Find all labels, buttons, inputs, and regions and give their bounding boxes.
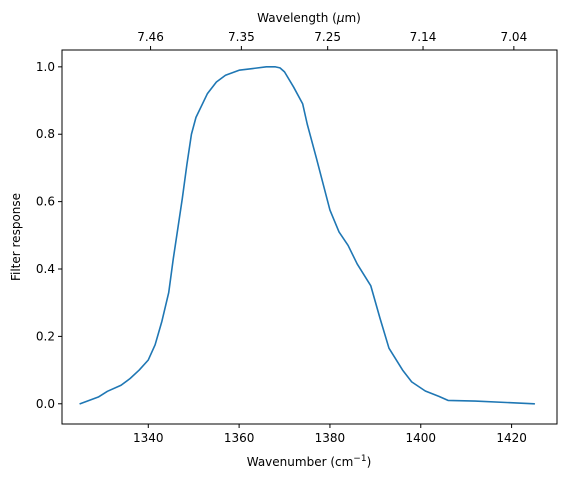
- top-tick-label: 7.46: [137, 30, 164, 44]
- x-tick-label: 1340: [133, 431, 164, 445]
- top-axis-label: Wavelength (μm): [257, 11, 361, 25]
- top-axis-label-suffix: m): [344, 11, 360, 25]
- x-axis-label-suffix: ): [367, 455, 372, 469]
- x-axis-label: Wavenumber (cm−1): [247, 454, 372, 469]
- plot-frame: [61, 49, 558, 425]
- y-tick-label: 0.2: [36, 329, 55, 343]
- top-tick-label: 7.35: [228, 30, 255, 44]
- top-axis-label-mu: μ: [336, 11, 345, 25]
- x-tick-label: 1360: [224, 431, 255, 445]
- x-tick-label: 1420: [496, 431, 527, 445]
- y-tick-label: 0.4: [36, 262, 55, 276]
- ticks-layer: 1340 1360 1380 1400 1420 0.0 0.2 0.4 0.6 0.8 1.0 7.…: [36, 30, 527, 445]
- x-axis-label-main: Wavenumber (cm: [247, 455, 354, 469]
- top-tick-label: 7.25: [314, 30, 341, 44]
- filter-response-line: [79, 66, 536, 405]
- y-tick-label: 0.0: [36, 397, 55, 411]
- x-tick-label: 1400: [405, 431, 436, 445]
- y-tick-label: 0.8: [36, 127, 55, 141]
- y-axis-label: Filter response: [9, 193, 23, 281]
- top-tick-label: 7.04: [500, 30, 527, 44]
- y-tick-label: 1.0: [36, 60, 55, 74]
- top-tick-label: 7.14: [410, 30, 437, 44]
- top-axis-label-main: Wavelength (: [257, 11, 337, 25]
- x-tick-label: 1380: [315, 431, 346, 445]
- x-axis-label-superscript: −1: [353, 454, 366, 464]
- y-tick-label: 0.6: [36, 195, 55, 209]
